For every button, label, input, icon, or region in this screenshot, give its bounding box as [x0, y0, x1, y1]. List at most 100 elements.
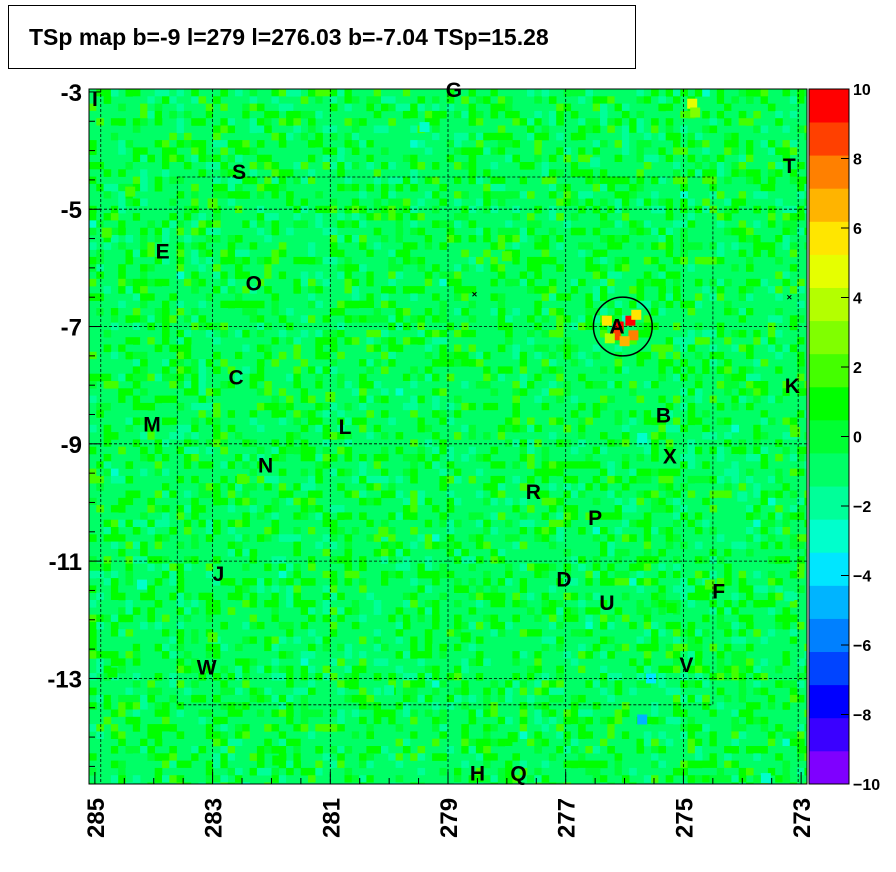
heatmap-cell: [227, 461, 236, 469]
heatmap-cell: [278, 475, 287, 484]
heatmap-cell: [724, 344, 732, 353]
heatmap-cell: [512, 395, 520, 404]
heatmap-cell: [410, 89, 418, 97]
heatmap-cell: [621, 110, 630, 119]
heatmap-cell: [424, 286, 433, 294]
heatmap-cell: [461, 563, 469, 572]
heatmap-cell: [89, 410, 97, 418]
heatmap-cell: [497, 505, 506, 513]
heatmap-cell: [315, 198, 323, 207]
heatmap-cell: [497, 315, 506, 323]
heatmap-cell: [373, 176, 382, 185]
heatmap-cell: [797, 366, 805, 374]
heatmap-cell: [673, 468, 681, 477]
heatmap-cell: [439, 337, 447, 345]
heatmap-cell: [264, 366, 272, 374]
heatmap-cell: [731, 468, 739, 477]
heatmap-cell: [169, 278, 177, 287]
heatmap-cell: [578, 556, 586, 564]
heatmap-cell: [395, 227, 404, 236]
heatmap-cell: [563, 373, 572, 382]
heatmap-cell: [621, 191, 630, 199]
heatmap-cell: [541, 154, 550, 163]
heatmap-cell: [585, 198, 593, 207]
heatmap-cell: [242, 614, 250, 623]
heatmap-cell: [424, 183, 433, 192]
heatmap-cell: [169, 475, 177, 484]
heatmap-cell: [724, 359, 732, 367]
heatmap-cell: [592, 176, 601, 185]
heatmap-cell: [534, 147, 542, 155]
heatmap-cell: [512, 351, 520, 360]
heatmap-cell: [402, 570, 411, 579]
heatmap-cell: [548, 198, 557, 207]
heatmap-cell: [110, 125, 119, 134]
heatmap-cell: [767, 578, 776, 586]
heatmap-cell: [753, 256, 761, 265]
heatmap-cell: [454, 629, 462, 637]
heatmap-cell: [724, 264, 732, 272]
heatmap-cell: [563, 191, 572, 199]
heatmap-cell: [410, 614, 418, 623]
heatmap-cell: [410, 132, 418, 141]
heatmap-cell: [191, 147, 199, 155]
heatmap-cell: [753, 497, 761, 506]
heatmap-cell: [673, 278, 681, 287]
heatmap-cell: [322, 424, 331, 433]
heatmap-cell: [621, 534, 630, 542]
heatmap-cell: [351, 300, 360, 309]
heatmap-cell: [183, 417, 192, 426]
heatmap-cell: [680, 118, 688, 126]
heatmap-cell: [439, 483, 447, 491]
heatmap-cell: [607, 512, 615, 520]
heatmap-cell: [373, 490, 382, 499]
heatmap-cell: [344, 264, 353, 272]
heatmap-cell: [410, 235, 418, 243]
heatmap-cell: [337, 468, 345, 477]
heatmap-cell: [797, 483, 805, 491]
heatmap-cell: [286, 308, 294, 316]
heatmap-cell: [256, 373, 265, 382]
heatmap-cell: [505, 205, 513, 214]
heatmap-cell: [322, 205, 331, 214]
heatmap-cell: [337, 461, 345, 469]
heatmap-cell: [132, 191, 141, 199]
heatmap-cell: [278, 315, 287, 323]
heatmap-cell: [797, 176, 805, 185]
heatmap-cell: [614, 388, 623, 396]
heatmap-cell: [439, 96, 447, 104]
heatmap-cell: [395, 541, 404, 550]
heatmap-cell: [468, 132, 477, 141]
heatmap-cell: [96, 169, 104, 177]
heatmap-cell: [753, 424, 761, 433]
heatmap-cell: [169, 373, 177, 382]
heatmap-cell: [614, 490, 623, 499]
heatmap-cell: [746, 162, 754, 170]
heatmap-cell: [278, 614, 287, 623]
heatmap-cell: [497, 629, 506, 637]
heatmap-cell: [286, 293, 294, 301]
heatmap-cell: [373, 227, 382, 236]
heatmap-cell: [512, 505, 520, 513]
heatmap-cell: [716, 96, 725, 104]
heatmap-cell: [534, 337, 542, 345]
heatmap-cell: [147, 103, 155, 112]
heatmap-cell: [417, 381, 426, 389]
heatmap-cell: [570, 556, 579, 564]
heatmap-cell: [760, 607, 769, 615]
heatmap-cell: [760, 519, 769, 528]
heatmap-cell: [592, 505, 601, 513]
heatmap-cell: [205, 600, 214, 608]
heatmap-cell: [235, 381, 243, 389]
heatmap-cell: [592, 402, 601, 411]
heatmap-cell: [541, 607, 550, 615]
heatmap-cell: [461, 402, 469, 411]
heatmap-cell: [483, 570, 491, 579]
heatmap-cell: [497, 556, 506, 564]
heatmap-cell: [424, 614, 433, 623]
heatmap-cell: [264, 162, 272, 170]
heatmap-cell: [432, 308, 440, 316]
heatmap-cell: [293, 344, 301, 353]
heatmap-cell: [176, 541, 185, 550]
heatmap-cell: [578, 140, 586, 148]
